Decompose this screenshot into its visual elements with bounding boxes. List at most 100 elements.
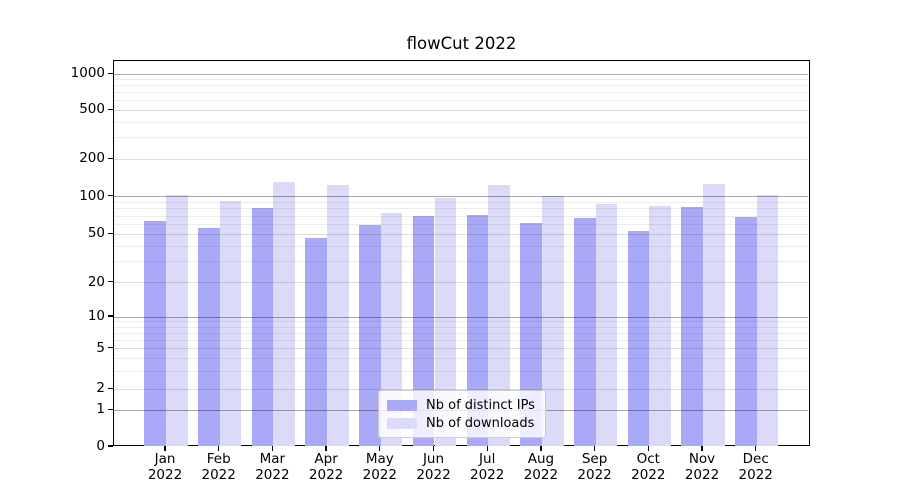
gridline (114, 201, 808, 203)
y-tick-label: 100 (79, 187, 105, 204)
bar-distinct-ips-jul (466, 214, 489, 446)
x-tick-mark (540, 446, 542, 452)
x-tick-year: 2022 (147, 466, 183, 483)
x-tick-mark (164, 446, 166, 452)
bar-downloads-mar (273, 182, 296, 446)
x-tick-mark (271, 446, 274, 452)
x-tick-year: 2022 (577, 466, 612, 483)
y-tick-mark (108, 281, 113, 283)
y-tick-label: 1 (96, 401, 105, 418)
x-tick-label: Jan 2022 (133, 451, 197, 483)
x-tick-label: Feb 2022 (187, 451, 251, 483)
y-tick-mark (108, 72, 113, 74)
x-tick-mark (701, 446, 703, 452)
bar-distinct-ips-oct (627, 231, 650, 446)
gridline (114, 79, 808, 81)
gridline (114, 388, 808, 390)
x-tick-label: Nov 2022 (670, 451, 734, 483)
x-tick-mark (486, 446, 488, 452)
legend-label-distinct-ips: Nb of distinct IPs (426, 397, 535, 413)
plot-area (113, 60, 810, 446)
y-tick-label: 50 (87, 225, 105, 242)
bar-distinct-ips-jan (144, 220, 166, 446)
gridline (114, 260, 808, 262)
gridline (114, 109, 808, 111)
x-tick-mark (218, 446, 220, 452)
x-tick-label: Aug 2022 (509, 451, 573, 483)
gridline (114, 100, 808, 102)
x-tick-label: Sep 2022 (563, 451, 627, 483)
x-tick-year: 2022 (738, 466, 773, 483)
y-tick-label: 200 (79, 150, 105, 167)
bar-distinct-ips-aug (520, 222, 542, 446)
x-tick-year: 2022 (470, 466, 505, 483)
bar-downloads-feb (219, 201, 242, 446)
y-tick-label: 20 (87, 273, 105, 290)
y-tick-mark (108, 195, 113, 197)
y-tick-label: 5 (96, 339, 105, 356)
x-tick-year: 2022 (201, 466, 236, 483)
legend-label-downloads: Nb of downloads (426, 415, 535, 431)
legend-swatch-downloads (387, 417, 417, 429)
x-tick-label: Apr 2022 (294, 451, 358, 483)
bar-distinct-ips-mar (251, 208, 274, 446)
bar-downloads-jul (488, 185, 510, 446)
x-tick-year: 2022 (255, 466, 290, 483)
bar-downloads-apr (327, 184, 349, 446)
y-tick-mark (108, 232, 113, 234)
x-tick-label: Dec 2022 (724, 451, 788, 483)
x-tick-label: Mar 2022 (240, 451, 304, 483)
gridline (114, 332, 808, 334)
x-tick-label: Oct 2022 (616, 451, 680, 483)
legend-item-downloads: Nb of downloads (387, 414, 537, 432)
x-tick-mark (647, 446, 649, 452)
gridline (114, 233, 808, 235)
bar-downloads-jun (434, 198, 457, 446)
gridline (114, 339, 808, 341)
gridline (114, 215, 808, 217)
x-tick-year: 2022 (308, 466, 344, 483)
gridline (114, 358, 808, 360)
bar-downloads-nov (703, 184, 725, 446)
gridline (114, 223, 808, 225)
gridline (114, 137, 808, 139)
bar-distinct-ips-jun (412, 216, 435, 446)
bar-downloads-dec (756, 195, 779, 446)
x-tick-year: 2022 (523, 466, 559, 483)
x-tick-label: May 2022 (348, 451, 412, 483)
legend-swatch-distinct-ips (387, 399, 417, 411)
y-tick-label: 0 (96, 438, 105, 454)
gridline (114, 282, 808, 284)
y-tick-mark (108, 387, 113, 389)
bar-downloads-jan (166, 195, 188, 446)
gridline (114, 208, 808, 210)
gridline (114, 158, 808, 160)
gridline (114, 316, 808, 318)
x-tick-mark (325, 446, 327, 452)
y-tick-mark (108, 157, 113, 159)
chart-title: flowCut 2022 (406, 34, 517, 53)
x-tick-year: 2022 (416, 466, 451, 483)
y-tick-mark (108, 347, 113, 349)
bar-downloads-may (380, 213, 403, 446)
y-tick-label: 500 (79, 101, 105, 118)
y-tick-mark (108, 108, 113, 110)
y-tick-mark (108, 408, 113, 410)
bar-downloads-aug (541, 195, 564, 446)
y-tick-mark (108, 445, 113, 447)
y-tick-label: 1000 (70, 65, 105, 82)
x-tick-year: 2022 (362, 466, 397, 483)
x-tick-year: 2022 (684, 466, 720, 483)
bar-distinct-ips-apr (305, 237, 328, 446)
bar-downloads-oct (649, 205, 671, 446)
y-tick-label: 2 (96, 380, 105, 397)
y-tick-label: 10 (87, 308, 105, 324)
y-tick-mark (108, 315, 113, 317)
x-tick-mark (755, 446, 757, 452)
gridline (114, 326, 808, 328)
gridline (114, 73, 808, 75)
gridline (114, 245, 808, 247)
gridline (114, 370, 808, 372)
x-tick-year: 2022 (631, 466, 666, 483)
